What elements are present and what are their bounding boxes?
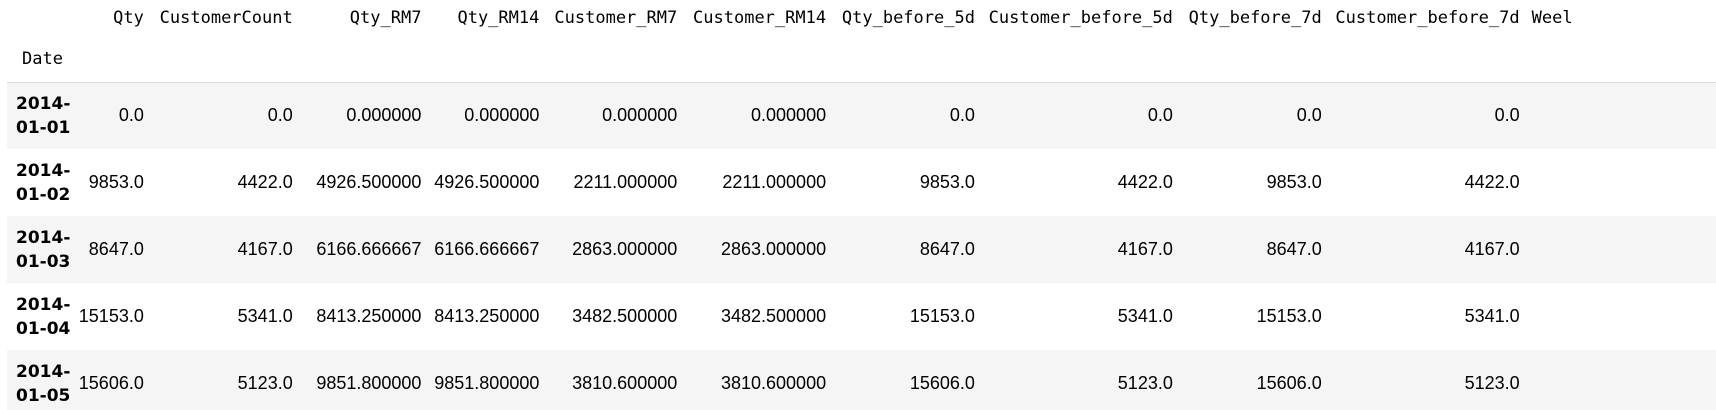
table-cell: 15153.0	[78, 306, 144, 326]
table-cell-truncated	[1529, 216, 1716, 283]
table-cell: 8413.250000	[434, 306, 540, 326]
row-index-date-part-1: 2014-	[16, 361, 71, 382]
corner-header-cell	[7, 0, 76, 36]
row-index-date-part-1: 2014-	[16, 160, 71, 181]
column-header-qty-rm14: Qty_RM14	[457, 8, 540, 28]
table-cell: 9851.800000	[434, 373, 540, 393]
table-cell: 8647.0	[88, 239, 144, 259]
table-cell: 0.0	[949, 105, 975, 126]
column-header-customer-before-5d: Customer_before_5d	[988, 8, 1173, 28]
table-cell: 4167.0	[1117, 239, 1173, 259]
index-header-row: Date	[7, 36, 1716, 82]
table-cell-truncated	[1529, 350, 1716, 410]
table-row: 2014- 01-04 15153.0 5341.0 8413.250000 8413.2…	[7, 283, 1716, 350]
column-header-qty-before-7d: Qty_before_7d	[1188, 8, 1322, 28]
table-row: 2014- 01-03 8647.0 4167.0 6166.666667 6166.66…	[7, 216, 1716, 283]
row-index-date: 2014- 01-05	[7, 350, 76, 410]
table-cell: 4167.0	[237, 239, 293, 259]
row-index-date: 2014- 01-01	[7, 82, 76, 149]
table-cell: 15153.0	[909, 306, 975, 326]
column-header-truncated: Weel	[1531, 8, 1573, 28]
table-body: 2014- 01-01 0.0 0.0 0.000000 0.000000 0.000000…	[7, 82, 1716, 410]
table-cell: 4926.500000	[434, 172, 540, 192]
table-cell: 3482.500000	[720, 306, 827, 326]
table-cell: 0.0	[1296, 105, 1322, 126]
table-cell: 8647.0	[1266, 239, 1322, 259]
table-cell: 0.0	[267, 105, 293, 126]
dataframe-table: Qty CustomerCount Qty_RM7 Qty_RM14 Custo…	[7, 0, 1716, 410]
column-header-row: Qty CustomerCount Qty_RM7 Qty_RM14 Custo…	[7, 0, 1716, 36]
table-cell: 4167.0	[1464, 239, 1520, 259]
table-cell: 8413.250000	[316, 306, 422, 326]
table-cell: 0.0	[1147, 105, 1173, 126]
table-cell: 4926.500000	[316, 172, 422, 192]
table-cell: 5341.0	[1117, 306, 1173, 326]
column-header-customercount: CustomerCount	[159, 8, 293, 28]
table-cell: 2211.000000	[573, 172, 678, 192]
table-cell: 0.0	[118, 105, 144, 126]
table-cell: 15153.0	[1256, 306, 1322, 326]
table-cell: 9853.0	[919, 172, 975, 192]
table-cell: 5341.0	[237, 306, 293, 326]
column-header-qty-before-5d: Qty_before_5d	[841, 8, 975, 28]
table-cell: 5123.0	[1464, 373, 1520, 393]
table-cell-truncated	[1529, 149, 1716, 216]
table-cell: 0.000000	[346, 105, 422, 126]
table-row: 2014- 01-01 0.0 0.0 0.000000 0.000000 0.000000…	[7, 82, 1716, 149]
index-name-header: Date	[22, 48, 63, 69]
table-cell: 4422.0	[1117, 172, 1173, 192]
row-index-date: 2014- 01-04	[7, 283, 76, 350]
table-cell: 15606.0	[1256, 373, 1322, 393]
table-cell: 15606.0	[78, 373, 144, 393]
table-cell: 4422.0	[1464, 172, 1520, 192]
table-cell: 3810.600000	[572, 373, 678, 393]
table-cell: 5123.0	[1117, 373, 1173, 393]
row-index-date-part-1: 2014-	[16, 294, 71, 315]
table-cell: 0.000000	[464, 105, 540, 126]
row-index-date-part-2: 01-05	[16, 385, 71, 406]
row-index-date-part-2: 01-04	[16, 318, 71, 339]
row-index-date: 2014- 01-03	[7, 216, 76, 283]
row-index-date-part-2: 01-03	[16, 251, 71, 272]
table-cell: 0.000000	[602, 105, 678, 126]
table-cell: 5341.0	[1464, 306, 1520, 326]
table-cell: 6166.666667	[434, 239, 540, 259]
table-cell: 2211.000000	[722, 172, 827, 192]
row-index-date-part-1: 2014-	[16, 93, 71, 114]
row-index-date-part-1: 2014-	[16, 227, 71, 248]
row-index-date: 2014- 01-02	[7, 149, 76, 216]
table-cell: 8647.0	[919, 239, 975, 259]
table-cell: 0.0	[1494, 105, 1520, 126]
column-header-customer-rm7: Customer_RM7	[554, 8, 678, 28]
table-cell: 3810.600000	[720, 373, 827, 393]
table-cell-truncated	[1529, 283, 1716, 350]
table-cell: 0.000000	[751, 105, 827, 126]
row-index-date-part-2: 01-02	[16, 184, 71, 205]
table-cell-truncated	[1529, 82, 1716, 149]
table-cell: 9853.0	[1266, 172, 1322, 192]
table-cell: 2863.000000	[720, 239, 827, 259]
table-cell: 4422.0	[237, 172, 293, 192]
table-cell: 15606.0	[909, 373, 975, 393]
row-index-date-part-2: 01-01	[16, 117, 71, 138]
column-header-qty: Qty	[113, 8, 144, 28]
table-cell: 5123.0	[237, 373, 293, 393]
table-cell: 9853.0	[88, 172, 144, 192]
table-cell: 3482.500000	[572, 306, 678, 326]
column-header-customer-rm14: Customer_RM14	[693, 8, 827, 28]
column-header-customer-before-7d: Customer_before_7d	[1335, 8, 1520, 28]
table-row: 2014- 01-02 9853.0 4422.0 4926.500000 4926.50…	[7, 149, 1716, 216]
table-cell: 6166.666667	[316, 239, 422, 259]
column-header-qty-rm7: Qty_RM7	[349, 8, 422, 28]
table-cell: 2863.000000	[572, 239, 678, 259]
table-row: 2014- 01-05 15606.0 5123.0 9851.800000 9851.8…	[7, 350, 1716, 410]
table-cell: 9851.800000	[316, 373, 422, 393]
